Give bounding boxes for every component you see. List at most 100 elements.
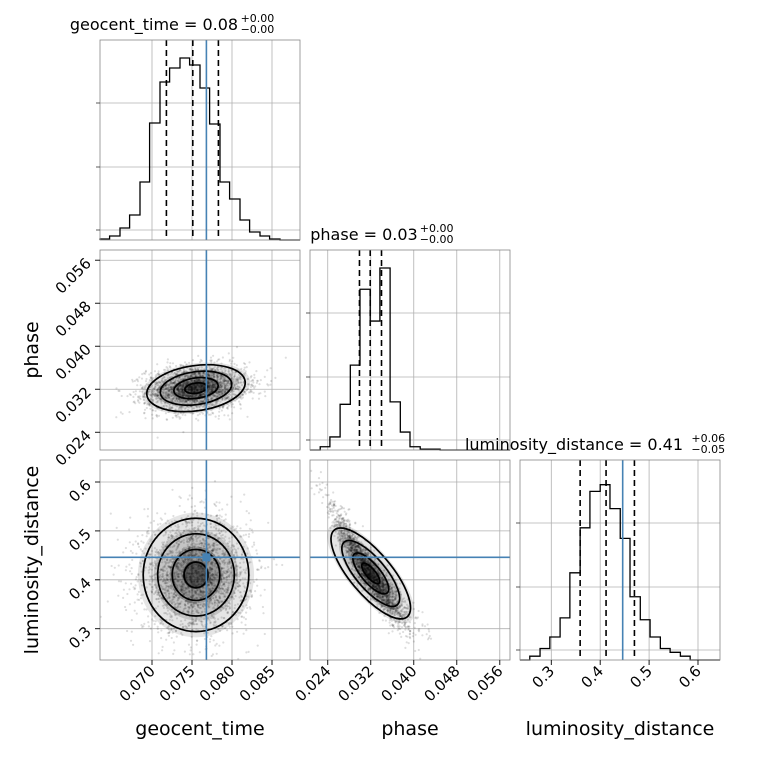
scatter-point — [196, 644, 198, 646]
scatter-point — [212, 355, 214, 357]
scatter-point — [147, 615, 149, 617]
scatter-point — [122, 551, 124, 553]
panel-title-geocent_time: geocent_time = 0.08 — [70, 15, 238, 35]
scatter-point — [253, 387, 255, 389]
scatter-point — [221, 508, 223, 510]
scatter-point — [250, 375, 252, 377]
scatter-point — [149, 640, 151, 642]
scatter-point — [132, 396, 134, 398]
scatter-point — [142, 542, 144, 544]
scatter-point — [176, 416, 178, 418]
scatter-point — [159, 523, 161, 525]
scatter-point — [141, 387, 143, 389]
scatter-point — [245, 651, 247, 653]
scatter-point — [129, 541, 131, 543]
scatter-point — [230, 496, 232, 498]
scatter-point — [257, 645, 259, 647]
scatter-point — [266, 383, 268, 385]
scatter-point — [229, 418, 231, 420]
scatter-point — [176, 636, 178, 638]
scatter-point — [169, 365, 171, 367]
scatter-point — [191, 506, 193, 508]
scatter-point — [146, 535, 148, 537]
scatter-point — [129, 603, 131, 605]
scatter-point — [285, 357, 287, 359]
scatter-point — [256, 382, 258, 384]
panel-title-minus: −0.00 — [420, 233, 454, 246]
scatter-point — [136, 613, 138, 615]
scatter-point — [215, 505, 217, 507]
scatter-point — [252, 381, 254, 383]
scatter-inner — [95, 250, 300, 450]
scatter-point — [258, 398, 260, 400]
scatter-point — [128, 528, 130, 530]
scatter-point — [150, 372, 152, 374]
scatter-point — [157, 437, 159, 439]
scatter-point — [218, 502, 220, 504]
scatter-point — [139, 398, 141, 400]
scatter-point — [218, 645, 220, 647]
scatter-point — [260, 379, 262, 381]
scatter-point — [189, 494, 191, 496]
scatter-point — [214, 480, 216, 482]
scatter-point — [149, 408, 151, 410]
scatter-point — [208, 414, 210, 416]
scatter-point — [255, 549, 257, 551]
scatter-point — [132, 644, 134, 646]
scatter-point — [128, 588, 130, 590]
scatter-point — [135, 578, 137, 580]
histogram-panel-luminosity_distance: luminosity_distance = 0.41+0.06−0.05 — [465, 432, 725, 660]
scatter-point — [135, 540, 137, 542]
scatter-point — [158, 370, 160, 372]
scatter-point — [269, 384, 271, 386]
scatter-point — [171, 489, 173, 491]
histogram-step-geocent_time — [100, 58, 300, 240]
scatter-point — [200, 359, 202, 361]
scatter-point — [240, 501, 242, 503]
scatter-point — [158, 415, 160, 417]
scatter-point — [143, 412, 145, 414]
scatter-point — [218, 662, 220, 664]
scatter-point — [245, 618, 247, 620]
scatter-point — [246, 607, 248, 609]
scatter-point — [231, 406, 233, 408]
scatter-point — [148, 625, 150, 627]
scatter-point — [252, 397, 254, 399]
scatter-point — [136, 384, 138, 386]
scatter-point — [137, 380, 139, 382]
scatter-point — [194, 505, 196, 507]
scatter-point — [244, 367, 246, 369]
scatter-point — [141, 378, 143, 380]
scatter-point — [153, 520, 155, 522]
scatter-point — [125, 569, 127, 571]
scatter-point — [129, 393, 131, 395]
scatter-point — [120, 411, 122, 413]
scatter-point — [179, 364, 181, 366]
scatter-point — [141, 534, 143, 536]
scatter-point — [203, 501, 205, 503]
scatter-point — [150, 628, 152, 630]
scatter-point — [156, 512, 158, 514]
scatter-point — [244, 624, 246, 626]
scatter-point — [154, 370, 156, 372]
scatter-point — [165, 639, 167, 641]
scatter-point — [231, 360, 233, 362]
scatter-point — [179, 505, 181, 507]
scatter-point — [230, 404, 232, 406]
scatter-point — [264, 391, 266, 393]
scatter-point — [232, 357, 234, 359]
scatter-point — [141, 373, 143, 375]
scatter-point — [121, 395, 123, 397]
scatter-point — [197, 355, 199, 357]
scatter-point — [191, 497, 193, 499]
scatter-point — [137, 593, 139, 595]
scatter-point — [270, 367, 272, 369]
scatter-point — [148, 527, 150, 529]
scatter-point — [182, 431, 184, 433]
scatter-point — [251, 379, 253, 381]
scatter-point — [226, 629, 228, 631]
scatter-point — [152, 417, 154, 419]
scatter-point — [213, 666, 215, 668]
scatter-point — [134, 393, 136, 395]
